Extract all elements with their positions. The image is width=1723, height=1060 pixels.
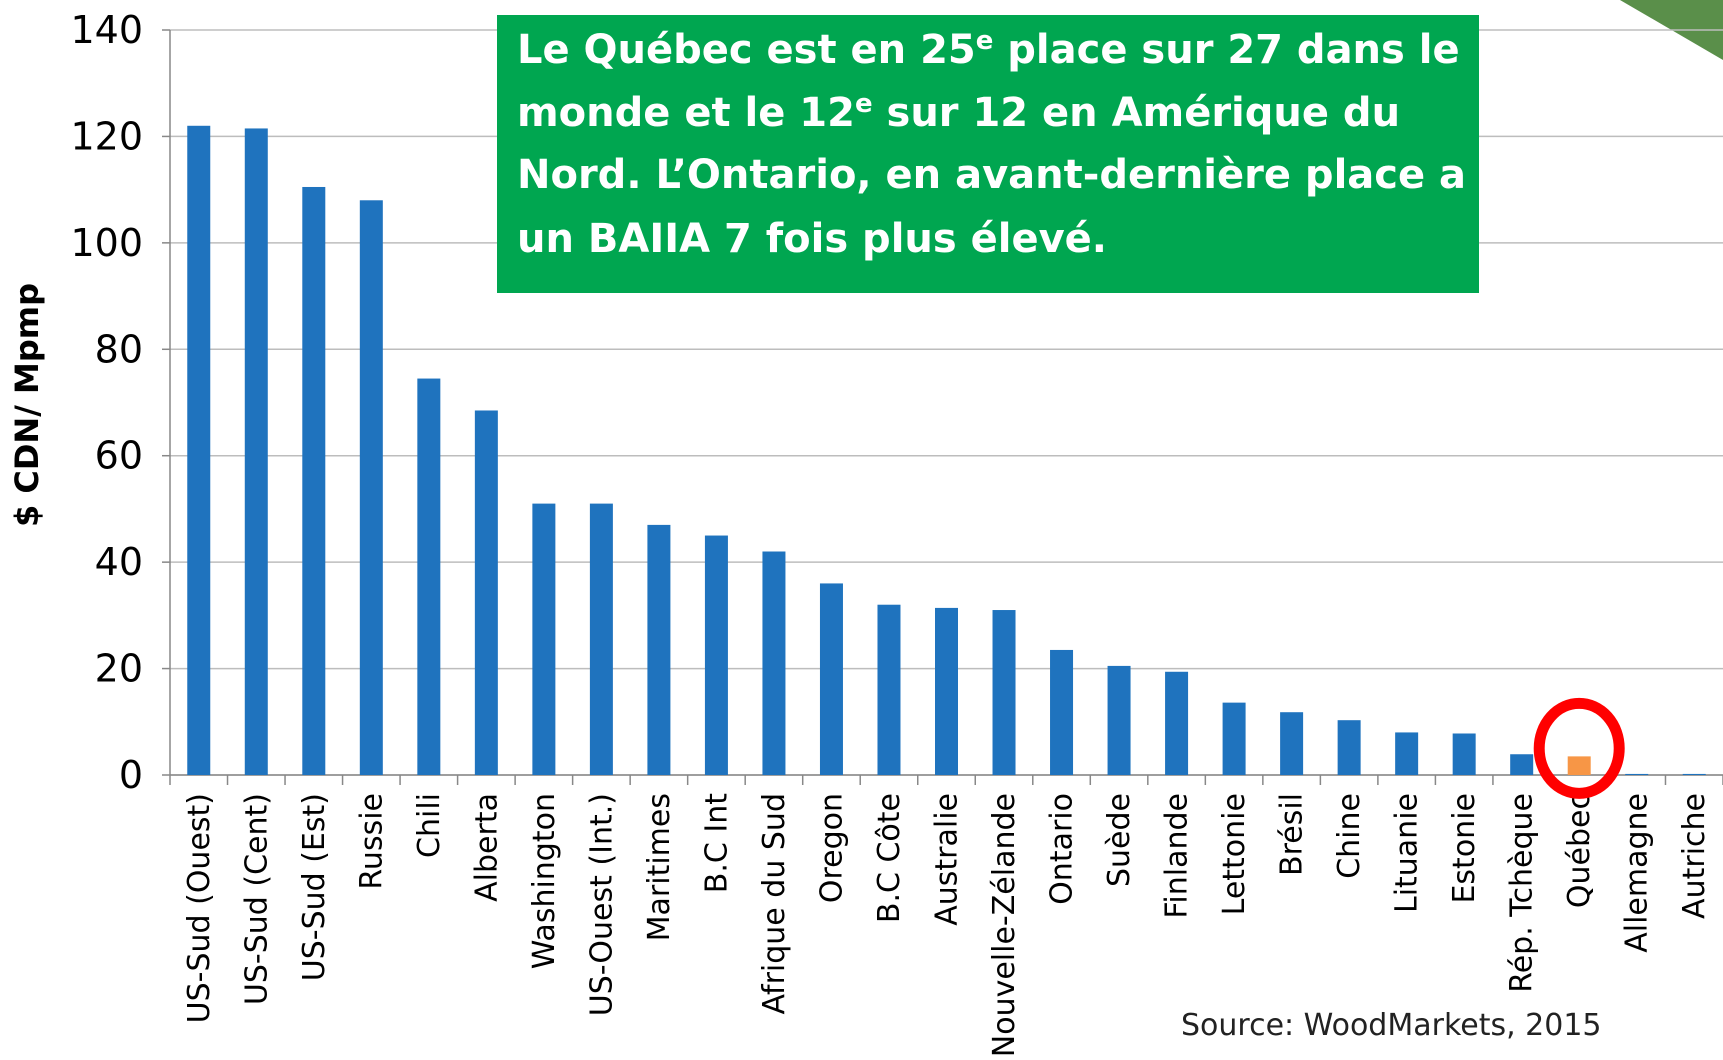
annotation-segment: un BAIIA 7 fois plus élevé.	[517, 216, 1107, 262]
bar	[187, 126, 210, 775]
x-tick-label: Rép. Tchèque	[1505, 793, 1540, 993]
x-tick-label: Autriche	[1677, 793, 1712, 919]
x-tick-label: Suède	[1102, 793, 1137, 887]
bar	[1223, 703, 1246, 775]
x-tick-label: US-Sud (Ouest)	[182, 793, 217, 1023]
bar	[1683, 774, 1706, 775]
bar	[877, 605, 900, 775]
bar	[1108, 666, 1131, 775]
annotation-segment: monde et le 12	[517, 90, 855, 136]
bar	[1453, 733, 1476, 775]
x-tick-label: B.C Côte	[872, 793, 907, 923]
x-tick-label: US-Sud (Est)	[297, 793, 332, 981]
x-tick-label: Chine	[1332, 793, 1367, 879]
x-tick-label: Afrique du Sud	[757, 793, 792, 1014]
y-axis-title: $ CDN/ Mpmp	[8, 283, 46, 527]
x-tick-label: Lettonie	[1217, 793, 1252, 915]
x-tick-label: Estonie	[1447, 793, 1482, 904]
y-tick-label: 80	[95, 327, 143, 371]
bar	[1568, 756, 1591, 775]
annotation-text: monde et le 12e sur 12 en Amérique du	[517, 89, 1400, 136]
x-tick-label: Finlande	[1160, 793, 1195, 919]
y-tick-label: 0	[119, 753, 143, 797]
bar	[1625, 774, 1648, 775]
x-tick-label: Russie	[354, 793, 389, 890]
bar	[360, 200, 383, 775]
annotation-segment: Le Québec est en 25	[517, 27, 976, 73]
bar	[532, 504, 555, 775]
x-tick-label: Maritimes	[642, 793, 677, 941]
bar	[245, 128, 268, 775]
bar	[1338, 720, 1361, 775]
bar	[935, 608, 958, 775]
y-tick-label: 140	[70, 8, 143, 52]
y-tick-label: 60	[95, 434, 143, 478]
x-tick-label: Québec	[1562, 793, 1597, 908]
bar	[475, 410, 498, 775]
bar	[1050, 650, 1073, 775]
x-tick-label: Chili	[412, 793, 447, 858]
x-tick-label: Ontario	[1045, 793, 1080, 905]
x-tick-label: Alberta	[469, 793, 504, 902]
bar	[820, 583, 843, 775]
bar	[302, 187, 325, 775]
bar	[705, 536, 728, 775]
x-tick-label: Nouvelle-Zélande	[987, 793, 1022, 1057]
x-tick-label: B.C Int	[699, 793, 734, 893]
annotation-segment: place sur 27 dans le	[993, 27, 1459, 73]
x-tick-label: Lituanie	[1390, 793, 1425, 913]
annotation-segment: sur 12 en Amérique du	[873, 90, 1400, 136]
x-tick-label: Oregon	[814, 793, 849, 903]
bar	[762, 552, 785, 776]
bar	[1395, 732, 1418, 775]
x-tick-label: Washington	[527, 793, 562, 969]
bar	[590, 504, 613, 775]
x-tick-label: Brésil	[1275, 793, 1310, 876]
bar	[417, 379, 440, 775]
bar	[1280, 712, 1303, 775]
y-tick-label: 40	[95, 540, 143, 584]
y-tick-label: 100	[70, 221, 143, 265]
y-tick-label: 120	[70, 114, 143, 158]
bar	[1165, 672, 1188, 775]
x-tick-label: US-Sud (Cent)	[239, 793, 274, 1005]
bar	[647, 525, 670, 775]
highlight-circle	[1539, 703, 1619, 793]
chart: $ CDN/ Mpmp Source: WoodMarkets, 2015 0 2…	[0, 0, 1723, 1060]
bar	[993, 610, 1016, 775]
annotation-superscript: e	[855, 89, 873, 119]
x-tick-label: Allemagne	[1620, 793, 1655, 953]
source: Source: WoodMarkets, 2015	[1181, 1008, 1602, 1043]
annotation-text: un BAIIA 7 fois plus élevé.	[517, 216, 1107, 262]
x-tick-label: Australie	[930, 793, 965, 926]
bar	[1510, 754, 1533, 775]
y-tick-label: 20	[95, 647, 143, 691]
x-tick-label: US-Ouest (Int.)	[584, 793, 619, 1016]
annotation-segment: Nord. L’Ontario, en avant-dernière place…	[517, 152, 1466, 198]
annotation-text: Nord. L’Ontario, en avant-dernière place…	[517, 152, 1466, 198]
annotation-superscript: e	[976, 26, 994, 56]
